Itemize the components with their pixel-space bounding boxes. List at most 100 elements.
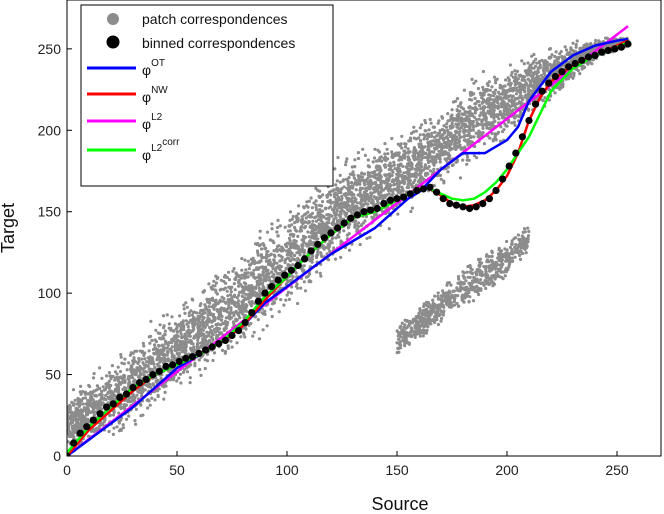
patch-point — [270, 314, 274, 319]
patch-point — [257, 286, 261, 290]
patch-point — [170, 345, 174, 349]
patch-point — [495, 98, 500, 102]
patch-point — [269, 270, 274, 274]
patch-point — [332, 195, 336, 199]
patch-point — [348, 207, 352, 212]
patch-point — [318, 213, 322, 218]
patch-point — [302, 213, 306, 217]
patch-point — [229, 308, 233, 312]
patch-point — [446, 119, 450, 123]
patch-point — [417, 142, 421, 146]
patch-point — [307, 279, 312, 283]
patch-point — [535, 74, 539, 78]
patch-point — [554, 59, 558, 63]
patch-point — [178, 314, 182, 318]
patch-point — [440, 116, 445, 120]
patch-point — [414, 171, 418, 175]
patch-point — [149, 319, 153, 323]
patch-point — [438, 160, 442, 164]
patch-point — [475, 156, 479, 160]
patch-point — [358, 201, 362, 205]
patch-point — [129, 367, 133, 371]
patch-point — [400, 134, 404, 138]
patch-point — [398, 190, 402, 194]
patch-point — [82, 406, 86, 410]
patch-point — [113, 387, 118, 391]
patch-point — [247, 263, 252, 267]
patch-point — [439, 177, 443, 181]
patch-point — [272, 301, 276, 305]
patch-point — [240, 294, 244, 298]
patch-point — [390, 150, 394, 154]
patch-point — [424, 121, 428, 125]
patch-point — [254, 276, 258, 280]
patch-point — [370, 198, 374, 202]
patch-point — [285, 293, 289, 297]
patch-point — [288, 210, 293, 214]
patch-point — [196, 334, 200, 338]
patch-point — [223, 351, 227, 355]
patch-point — [457, 141, 461, 145]
patch-point — [233, 288, 237, 292]
patch-point — [122, 386, 127, 390]
patch-point — [259, 247, 264, 251]
patch-point — [526, 77, 530, 81]
patch-point — [243, 258, 247, 262]
patch-point — [514, 72, 518, 76]
patch-point — [302, 250, 306, 255]
patch-point — [367, 165, 371, 169]
patch-point — [117, 429, 121, 433]
patch-point — [476, 86, 480, 91]
patch-point — [358, 242, 362, 247]
patch-point — [402, 149, 406, 153]
patch-point — [309, 231, 313, 235]
patch-point — [407, 139, 411, 143]
patch-point — [121, 423, 125, 427]
patch-point — [122, 362, 126, 366]
patch-point — [381, 196, 385, 200]
patch-point — [218, 313, 222, 317]
patch-point — [391, 192, 395, 196]
patch-point — [372, 156, 377, 160]
patch-point — [127, 361, 131, 365]
patch-point — [590, 62, 594, 66]
patch-point — [485, 123, 489, 127]
patch-point — [282, 303, 286, 307]
patch-point — [78, 390, 82, 394]
patch-point — [270, 222, 274, 226]
patch-point — [457, 126, 461, 130]
patch-point — [329, 201, 333, 205]
patch-point — [363, 183, 367, 187]
patch-point — [418, 126, 422, 130]
patch-point — [356, 156, 361, 161]
patch-point — [242, 308, 246, 312]
patch-point — [234, 275, 238, 279]
patch-point — [501, 130, 505, 134]
patch-point — [153, 343, 157, 347]
patch-point — [211, 287, 215, 291]
patch-point — [230, 285, 234, 289]
patch-point — [415, 165, 419, 169]
patch-correspondences-layer — [67, 35, 630, 452]
patch-point — [227, 316, 231, 320]
patch-point — [229, 306, 233, 310]
patch-point — [497, 90, 501, 94]
patch-point — [297, 247, 301, 251]
patch-point — [215, 302, 219, 306]
patch-point — [258, 229, 262, 233]
patch-point — [237, 293, 241, 297]
patch-point — [196, 341, 200, 345]
patch-point — [137, 368, 142, 373]
patch-point — [119, 353, 123, 357]
patch-point — [157, 343, 161, 348]
patch-point — [249, 304, 254, 308]
patch-point — [137, 356, 141, 361]
patch-point — [81, 390, 85, 394]
patch-point — [246, 259, 250, 263]
patch-point — [70, 424, 74, 428]
patch-point — [175, 379, 179, 383]
patch-point — [75, 422, 79, 426]
patch-point — [232, 313, 236, 318]
patch-point — [472, 154, 476, 158]
patch-point — [75, 402, 79, 406]
